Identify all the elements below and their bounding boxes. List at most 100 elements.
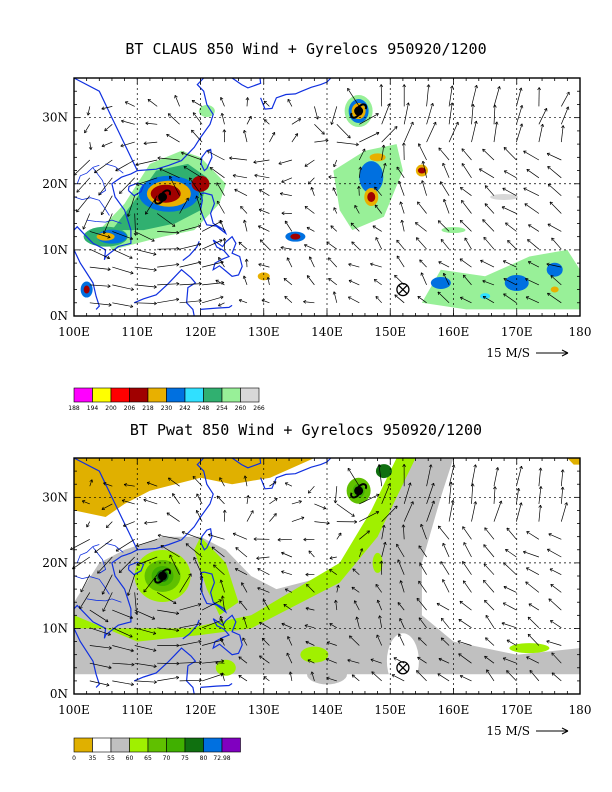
- wind-arrowhead: [146, 481, 151, 486]
- legend-label: 248: [198, 405, 210, 412]
- wind-arrowhead: [124, 101, 129, 105]
- wind-arrowhead: [219, 97, 224, 101]
- wind-arrowhead: [375, 113, 379, 117]
- wind-arrow: [201, 575, 203, 593]
- wind-arrow: [460, 187, 472, 196]
- wind-arrowhead: [550, 275, 554, 279]
- wind-arrowhead: [243, 475, 248, 479]
- wind-arrow: [347, 88, 360, 107]
- wind-arrowhead: [419, 259, 423, 263]
- wind-arrow: [523, 187, 540, 197]
- wind-arrowhead: [259, 655, 263, 659]
- pwat-field: [194, 536, 239, 616]
- wind-arrowhead: [70, 546, 74, 551]
- wind-arrowhead: [166, 133, 170, 138]
- wind-arrow: [457, 640, 472, 646]
- wind-arrow: [291, 500, 302, 505]
- wind-arrowhead: [81, 500, 86, 504]
- wind-arrow: [308, 177, 315, 185]
- wind-arrowhead: [482, 296, 487, 300]
- wind-arrow: [202, 660, 225, 664]
- wind-arrowhead: [483, 563, 487, 567]
- wind-arrowhead: [79, 605, 83, 610]
- wind-reference-label: 15 M/S: [486, 724, 530, 738]
- wind-arrow: [358, 148, 366, 161]
- wind-arrowhead: [399, 201, 403, 205]
- wind-arrowhead: [482, 279, 486, 284]
- wind-arrow: [103, 482, 113, 487]
- legend-swatch: [203, 737, 223, 753]
- wind-arrowhead: [502, 602, 507, 606]
- wind-arrow: [122, 499, 135, 505]
- wind-arrowhead: [238, 241, 242, 246]
- wind-arrowhead: [304, 206, 309, 210]
- border-line: [76, 164, 100, 184]
- wind-arrow: [136, 556, 158, 566]
- wind-arrowhead: [86, 112, 91, 116]
- wind-reference-label: 15 M/S: [486, 346, 530, 360]
- wind-arrow: [80, 574, 91, 593]
- wind-arrowhead: [485, 614, 489, 619]
- wind-arrow: [400, 201, 405, 214]
- wind-arrow: [396, 239, 405, 250]
- wind-arrowhead: [370, 262, 374, 267]
- legend-label: 60: [126, 755, 134, 762]
- wind-arrowhead: [195, 195, 199, 199]
- wind-arrow: [82, 500, 90, 505]
- wind-arrowhead: [284, 220, 289, 225]
- wind-arrowhead: [473, 464, 477, 468]
- wind-arrowhead: [399, 580, 403, 584]
- wind-arrowhead: [310, 187, 314, 191]
- wind-arrowhead: [501, 206, 506, 210]
- wind-arrowhead: [126, 213, 131, 217]
- wind-arrow: [305, 607, 315, 611]
- legend-swatch: [73, 737, 93, 753]
- wind-arrowhead: [222, 509, 227, 513]
- lon-tick-label: 110E: [121, 325, 153, 339]
- wind-arrowhead: [397, 559, 401, 563]
- cloud-field: [441, 227, 466, 234]
- wind-arrow: [243, 130, 248, 143]
- wind-arrowhead: [525, 581, 529, 585]
- typhoon-symbol: [154, 189, 172, 205]
- wind-arrowhead: [546, 152, 551, 157]
- wind-arrow: [112, 680, 134, 686]
- wind-arrowhead: [134, 611, 139, 615]
- wind-arrow: [167, 113, 180, 125]
- wind-arrowhead: [523, 187, 527, 191]
- wind-arrowhead: [219, 219, 224, 224]
- cloud-field: [257, 272, 270, 281]
- wind-arrow: [124, 484, 135, 487]
- wind-arrow: [134, 592, 137, 615]
- lon-tick-label: 180: [569, 703, 592, 717]
- wind-arrowhead: [417, 201, 421, 205]
- wind-arrow: [134, 609, 155, 620]
- wind-arrowhead: [221, 672, 225, 676]
- wind-arrowhead: [478, 168, 483, 172]
- wind-arrow: [220, 637, 225, 646]
- wind-arrowhead: [378, 615, 382, 619]
- wind-arrowhead: [370, 658, 374, 662]
- wind-arrowhead: [546, 640, 550, 644]
- wind-arrow: [471, 85, 478, 107]
- wind-arrowhead: [484, 185, 489, 189]
- wind-arrow: [560, 486, 564, 504]
- wind-arrowhead: [208, 533, 212, 537]
- wind-arrowhead: [176, 262, 180, 267]
- wind-arrow: [283, 278, 293, 286]
- wind-arrowhead: [192, 112, 197, 116]
- wind-arrowhead: [160, 545, 164, 549]
- wind-arrowhead: [357, 186, 361, 189]
- wind-arrowhead: [242, 616, 247, 620]
- wind-arrowhead: [537, 87, 542, 91]
- wind-arrowhead: [396, 239, 400, 244]
- wind-arrowhead: [173, 600, 177, 604]
- wind-arrowhead: [420, 272, 424, 276]
- wind-arrowhead: [546, 262, 550, 267]
- wind-arrow: [229, 157, 248, 161]
- coastline: [199, 192, 228, 236]
- wind-arrowhead: [263, 119, 268, 123]
- wind-arrow: [259, 621, 270, 629]
- wind-arrowhead: [436, 602, 441, 607]
- lon-tick-label: 150E: [374, 703, 406, 717]
